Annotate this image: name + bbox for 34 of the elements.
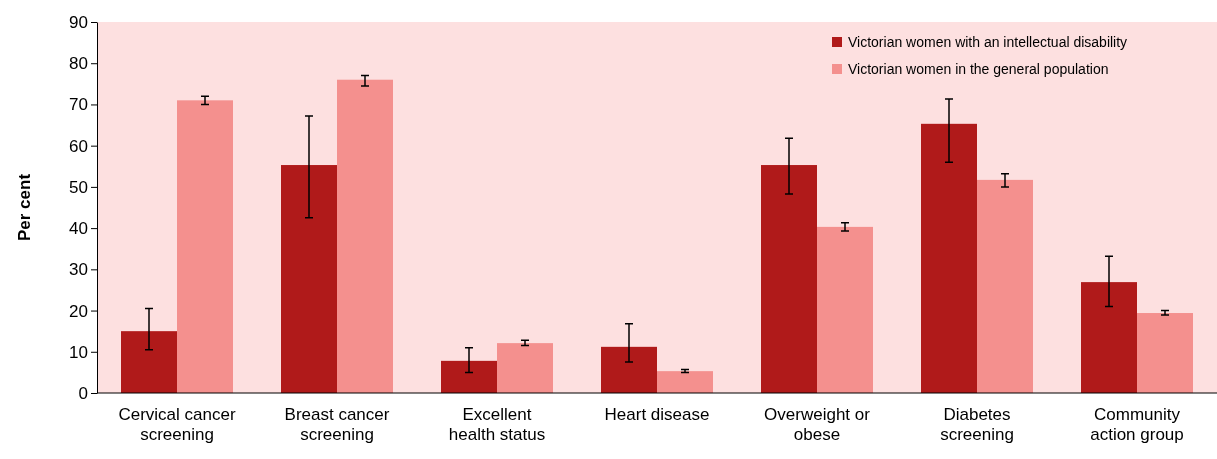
bar bbox=[1137, 313, 1193, 393]
x-tick-label: Community action group bbox=[1090, 405, 1184, 444]
bar bbox=[177, 100, 233, 393]
x-tick-label: Diabetes screening bbox=[940, 405, 1014, 444]
legend-label: Victorian women with an intellectual disability bbox=[848, 34, 1128, 50]
y-tick-label: 50 bbox=[69, 177, 88, 197]
x-tick-label: Excellent health status bbox=[448, 405, 546, 444]
x-tick-label: Cervical cancer screening bbox=[118, 405, 236, 444]
y-tick-label: 90 bbox=[69, 12, 88, 32]
bar bbox=[657, 371, 713, 393]
bar bbox=[497, 343, 553, 393]
y-tick-label: 0 bbox=[78, 383, 88, 403]
bar bbox=[441, 360, 497, 393]
y-tick-label: 60 bbox=[69, 136, 88, 156]
y-tick-label: 80 bbox=[69, 54, 88, 74]
x-tick-label: Heart disease bbox=[604, 405, 710, 424]
y-tick-label: 20 bbox=[69, 301, 88, 321]
y-tick-label: 10 bbox=[69, 342, 88, 362]
y-tick-label: 30 bbox=[69, 260, 88, 280]
bar bbox=[601, 346, 657, 393]
y-tick-label: 70 bbox=[69, 95, 88, 115]
x-tick-label: Breast cancer screening bbox=[284, 405, 390, 444]
bar bbox=[337, 79, 393, 393]
x-tick-label: Overweight or obese bbox=[764, 405, 871, 444]
bar bbox=[1081, 282, 1137, 393]
bar bbox=[761, 165, 817, 393]
legend-label: Victorian women in the general population bbox=[848, 61, 1109, 77]
y-axis-title: Per cent bbox=[15, 173, 34, 242]
bar bbox=[121, 331, 177, 393]
bar bbox=[817, 226, 873, 393]
y-tick-label: 40 bbox=[69, 219, 88, 239]
bar bbox=[977, 179, 1033, 393]
bar bbox=[281, 165, 337, 393]
bar bbox=[921, 123, 977, 393]
